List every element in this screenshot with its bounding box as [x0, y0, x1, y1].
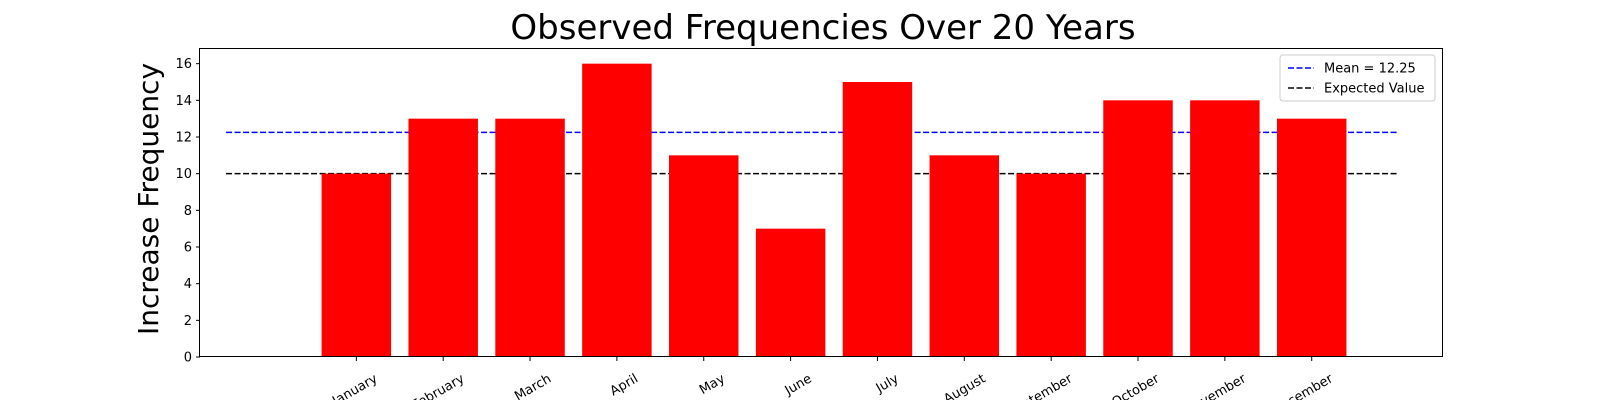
bar-january — [321, 173, 392, 357]
x-tick-label: July — [873, 371, 902, 396]
legend-box — [1279, 54, 1436, 102]
y-tick-label: 4 — [184, 277, 192, 292]
chart-title: Observed Frequencies Over 20 Years — [510, 8, 1135, 48]
bar-august — [929, 155, 1000, 357]
x-tick-label: June — [782, 371, 815, 399]
y-tick-label: 6 — [184, 241, 192, 256]
bar-november — [1190, 100, 1260, 357]
y-tick-label: 2 — [184, 314, 192, 329]
y-tick-label: 12 — [175, 131, 192, 146]
bar-october — [1103, 100, 1173, 357]
bar-may — [669, 155, 739, 357]
y-axis-ticks: 0 2 4 6 8 10 12 14 16 — [175, 57, 200, 366]
x-tick-label: October — [1109, 371, 1162, 400]
x-tick-label: March — [512, 371, 554, 400]
x-tick-label: November — [1183, 371, 1250, 400]
bar-april — [582, 63, 652, 358]
bar-december — [1276, 118, 1347, 358]
bars — [321, 63, 1347, 358]
y-tick-label: 10 — [175, 167, 192, 182]
legend-label: Expected Value — [1324, 82, 1424, 97]
y-tick-label: 16 — [175, 57, 192, 72]
legend: Mean = 12.25 Expected Value — [1279, 54, 1436, 102]
x-tick-label: April — [608, 371, 641, 399]
x-tick-label: January — [329, 371, 380, 400]
bar-february — [408, 118, 478, 358]
bar-september — [1016, 173, 1086, 357]
y-tick-label: 8 — [184, 204, 192, 219]
bar-june — [755, 228, 826, 357]
y-tick-label: 14 — [175, 94, 192, 109]
legend-label: Mean = 12.25 — [1324, 62, 1416, 77]
x-tick-label: September — [1005, 371, 1075, 400]
x-tick-label: December — [1270, 371, 1336, 400]
bar-march — [495, 118, 565, 358]
bar-july — [842, 82, 913, 357]
x-tick-label: May — [697, 371, 728, 398]
x-tick-label: August — [941, 371, 988, 400]
plot-frame — [199, 48, 1443, 357]
x-tick-label: February — [410, 371, 468, 400]
y-axis-label: Increase Frequency — [132, 63, 165, 335]
y-tick-label: 0 — [184, 351, 192, 366]
x-axis-ticks: January February March April May June July Augu… — [329, 357, 1336, 400]
